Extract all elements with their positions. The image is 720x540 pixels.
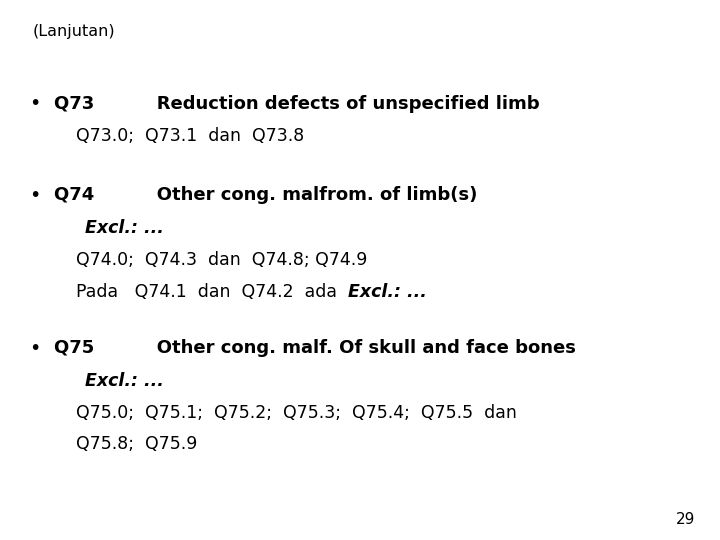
Text: •: • bbox=[29, 186, 40, 205]
Text: Q73          Reduction defects of unspecified limb: Q73 Reduction defects of unspecified lim… bbox=[54, 94, 539, 113]
Text: Excl.: ...: Excl.: ... bbox=[348, 282, 426, 301]
Text: Q73.0;  Q73.1  dan  Q73.8: Q73.0; Q73.1 dan Q73.8 bbox=[76, 127, 304, 145]
Text: Q75.8;  Q75.9: Q75.8; Q75.9 bbox=[76, 435, 197, 453]
Text: Q74.0;  Q74.3  dan  Q74.8; Q74.9: Q74.0; Q74.3 dan Q74.8; Q74.9 bbox=[76, 251, 367, 269]
Text: •: • bbox=[29, 94, 40, 113]
Text: (Lanjutan): (Lanjutan) bbox=[32, 24, 115, 39]
Text: Q74          Other cong. malfrom. of limb(s): Q74 Other cong. malfrom. of limb(s) bbox=[54, 186, 477, 205]
Text: Excl.: ...: Excl.: ... bbox=[85, 219, 164, 237]
Text: Q75          Other cong. malf. Of skull and face bones: Q75 Other cong. malf. Of skull and face … bbox=[54, 339, 576, 357]
Text: Pada   Q74.1  dan  Q74.2  ada: Pada Q74.1 dan Q74.2 ada bbox=[76, 282, 348, 301]
Text: Q75.0;  Q75.1;  Q75.2;  Q75.3;  Q75.4;  Q75.5  dan: Q75.0; Q75.1; Q75.2; Q75.3; Q75.4; Q75.5… bbox=[76, 404, 516, 422]
Text: •: • bbox=[29, 339, 40, 358]
Text: Excl.: ...: Excl.: ... bbox=[85, 372, 164, 390]
Text: 29: 29 bbox=[675, 511, 695, 526]
